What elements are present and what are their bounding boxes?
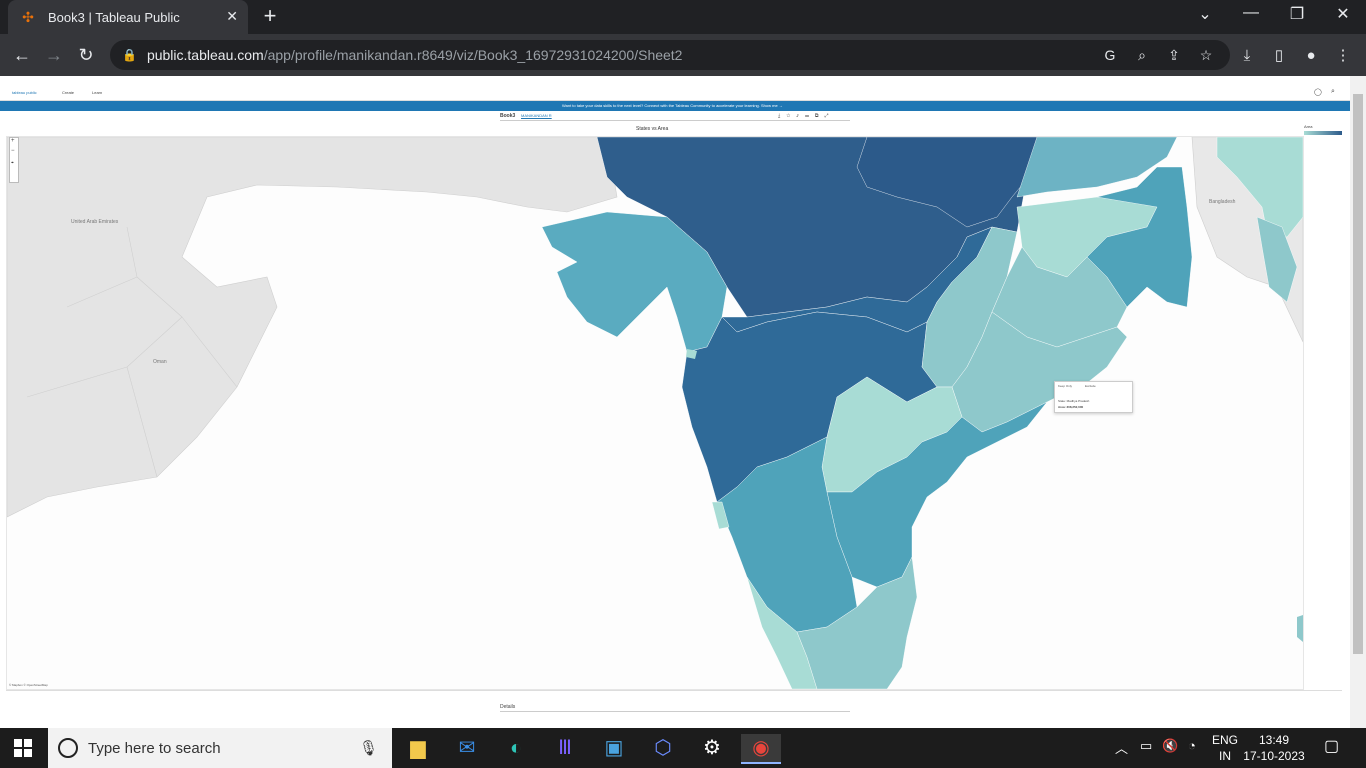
tooltip-area: Area: 308,252,000 (1058, 405, 1084, 409)
browser-toolbar: ← → ↻ 🔒 public.tableau.com/app/profile/m… (0, 34, 1366, 76)
settings-gear-icon[interactable]: ⚙ (703, 737, 721, 759)
legend-label: Area (1304, 124, 1313, 129)
bookmark-star-icon[interactable]: ☆ (1199, 47, 1213, 63)
store-icon[interactable]: ▣ (604, 737, 624, 759)
tableau-favicon-icon: ✣ (22, 9, 34, 25)
label-uae: United Arab Emirates (71, 219, 119, 225)
area-legend[interactable]: Area (1304, 124, 1344, 136)
url-text: public.tableau.com/app/profile/manikanda… (146, 47, 683, 63)
map-view[interactable]: United Arab Emirates Oman Bangladesh © M… (6, 136, 1304, 690)
windows-taskbar: Type here to search 🎙 ▆ ✉ ◐ Ⅲ ▣ ⬡ ⚙ ◉ ︿ … (0, 728, 1366, 768)
viz-toolbar-icons[interactable]: ⤓☆⤴▭⧉⤢ (778, 113, 835, 119)
app-m-icon[interactable]: Ⅲ (558, 737, 572, 759)
google-icon[interactable]: G (1104, 47, 1116, 63)
workbook-title: Book3 (500, 113, 516, 119)
tab-title: Book3 | Tableau Public (48, 9, 180, 25)
label-bangladesh: Bangladesh (1209, 199, 1236, 205)
search-icon[interactable]: ⌕ (1331, 88, 1335, 95)
side-panel-icon[interactable]: ▯ (1274, 47, 1284, 64)
tooltip-state: State: Madhya Pradesh (1058, 399, 1090, 403)
clock-date: 17-10-2023 (1243, 749, 1305, 763)
close-tab-icon[interactable]: ✕ (226, 8, 238, 24)
download-icon[interactable]: ⤓ (1243, 47, 1251, 64)
clock-time: 13:49 (1258, 733, 1290, 747)
banner-text: Want to take your data skills to the nex… (562, 103, 783, 108)
browser-tab-strip: ✣ Book3 | Tableau Public ✕ + ⌄ — ❐ ✕ (0, 0, 1366, 34)
language-code: ENG (1212, 733, 1239, 747)
user-icon[interactable]: ◯ (1314, 89, 1322, 96)
system-clock[interactable]: 13:49 17-10-2023 (1240, 732, 1308, 764)
forward-icon[interactable]: → (45, 45, 63, 65)
search-placeholder: Type here to search (88, 739, 221, 757)
pin-map-icon[interactable]: ⌖ (11, 160, 14, 166)
zoom-out-icon[interactable]: − (11, 148, 15, 154)
new-tab-button[interactable]: + (263, 3, 277, 28)
show-hidden-icons[interactable]: ︿ (1115, 741, 1129, 756)
map-tooltip: Keep Only Exclude State: Madhya Pradesh … (1054, 381, 1133, 413)
taskbar-search-box[interactable]: Type here to search 🎙 (48, 728, 392, 768)
details-divider (500, 711, 850, 712)
cortana-icon (58, 738, 78, 758)
chrome-menu-icon[interactable]: ⋮ (1335, 47, 1351, 64)
choropleth-svg (7, 137, 1303, 689)
author-link[interactable]: MANIKANDAN R (521, 113, 552, 118)
state-gujarat (541, 211, 728, 353)
zoom-in-icon[interactable]: + (11, 138, 15, 144)
edge-icon[interactable]: ◐ (509, 737, 523, 759)
tab-search-icon[interactable]: ⌄ (1198, 6, 1212, 23)
legend-color-ramp (1304, 131, 1342, 135)
browser-tab[interactable]: ✣ Book3 | Tableau Public ✕ (8, 0, 248, 34)
state-goa (711, 501, 730, 530)
back-icon[interactable]: ← (13, 45, 31, 65)
tableau-page: tableau public Create Learn ◯ ⌕ Want to … (0, 76, 1350, 728)
state-mizoram (1256, 216, 1298, 303)
details-label[interactable]: Details (500, 704, 516, 710)
land-arabia (7, 137, 618, 518)
chrome-icon[interactable]: ◉ (741, 734, 781, 764)
map-zoom-controls[interactable]: + − ⌖ (9, 137, 19, 183)
state-sikkim-area (1016, 137, 1178, 198)
page-scrollbar[interactable] (1350, 76, 1366, 728)
profile-icon[interactable]: ● (1306, 47, 1316, 64)
viz-title: States vs Area (636, 126, 669, 132)
battery-icon[interactable]: ▭ (1140, 738, 1153, 753)
tableau-public-logo[interactable]: tableau public (12, 90, 37, 95)
scrollbar-thumb[interactable] (1353, 94, 1363, 654)
video-editor-icon[interactable]: ⬡ (654, 737, 672, 759)
tooltip-exclude[interactable]: Exclude (1085, 384, 1096, 388)
close-window-icon[interactable]: ✕ (1336, 6, 1350, 23)
microphone-icon[interactable]: 🎙 (358, 740, 378, 757)
state-tamil-nadu (796, 556, 918, 689)
wifi-icon[interactable]: ◔ (1188, 738, 1196, 753)
state-west-bengal (1086, 166, 1193, 308)
state-kerala (746, 576, 818, 689)
map-attribution[interactable]: © Mapbox © OpenStreetMap (9, 683, 48, 687)
lock-icon: 🔒 (122, 48, 137, 62)
tooltip-keep-only[interactable]: Keep Only (1058, 384, 1073, 388)
region-code: IN (1219, 749, 1231, 763)
label-oman: Oman (153, 359, 167, 365)
community-banner[interactable]: Want to take your data skills to the nex… (0, 101, 1350, 111)
title-divider (500, 120, 850, 121)
state-diu (686, 349, 697, 359)
notifications-icon[interactable]: ▢ (1324, 738, 1340, 755)
minimize-icon[interactable]: — (1243, 4, 1259, 21)
zoom-icon[interactable]: ⌕ (1138, 47, 1146, 63)
address-bar[interactable]: 🔒 public.tableau.com/app/profile/manikan… (110, 40, 1230, 70)
windows-start-icon[interactable] (14, 739, 32, 757)
mail-icon[interactable]: ✉ (458, 737, 476, 759)
share-icon[interactable]: ⇪ (1168, 47, 1180, 63)
file-explorer-icon[interactable]: ▆ (410, 737, 426, 759)
land-borders (26, 226, 238, 478)
language-indicator[interactable]: ENG IN (1212, 732, 1238, 764)
nav-create[interactable]: Create (62, 90, 75, 95)
reload-icon[interactable]: ↻ (78, 45, 94, 65)
restore-icon[interactable]: ❐ (1289, 6, 1305, 23)
land-srilanka (1297, 615, 1303, 642)
viz-footer-toolbar[interactable] (6, 690, 1342, 695)
tableau-header: tableau public Create Learn ◯ ⌕ (0, 84, 1350, 101)
nav-learn[interactable]: Learn (92, 90, 103, 95)
volume-muted-icon[interactable]: 🔇 (1162, 738, 1179, 753)
